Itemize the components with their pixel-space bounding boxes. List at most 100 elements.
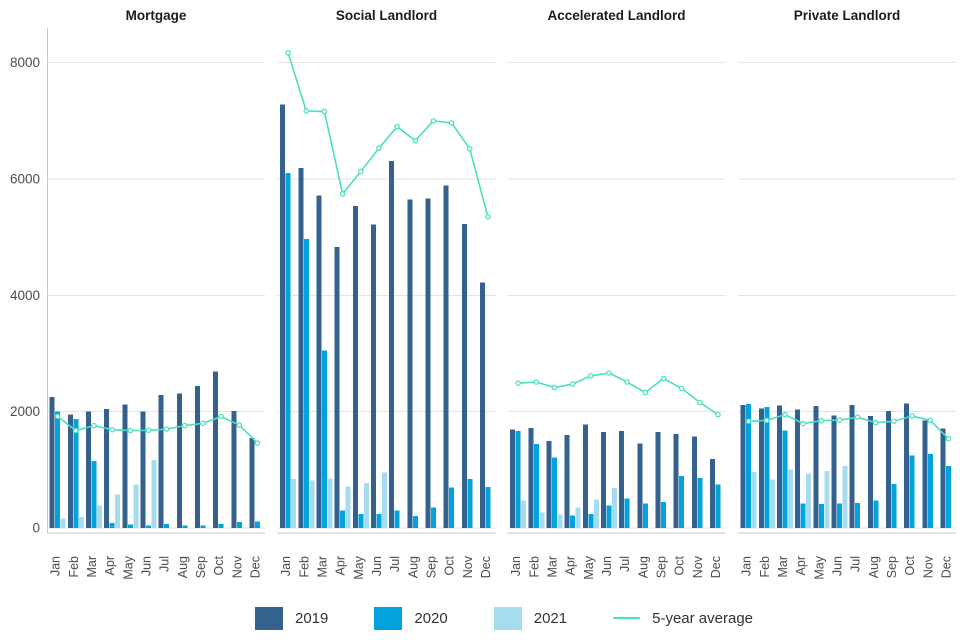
- bar-2021-jan: [291, 478, 297, 528]
- x-tick-label-apr: Apr: [334, 556, 348, 575]
- bar-2019-apr: [564, 434, 570, 528]
- bar-2020-feb: [764, 407, 770, 528]
- bar-2020-apr: [340, 510, 346, 528]
- x-tick-label-dec: Dec: [709, 556, 723, 578]
- five-year-average-line: [747, 413, 950, 440]
- bar-2020-may: [358, 514, 364, 528]
- bar-2019-jul: [849, 404, 855, 528]
- five-year-average-marker-mar: [321, 108, 328, 115]
- bar-2019-nov: [231, 411, 237, 528]
- bar-2021-jan: [521, 500, 527, 528]
- legend-item-2019: 2019: [254, 606, 328, 630]
- bar-2020-mar: [551, 457, 557, 528]
- five-year-average-marker-dec: [485, 214, 491, 220]
- bar-2020-jun: [376, 513, 382, 528]
- bar-2019-aug: [407, 199, 413, 528]
- bar-2021-may: [363, 482, 369, 528]
- bar-2020-nov: [236, 521, 242, 528]
- bar-2021-jan: [751, 471, 757, 528]
- x-tick-label-may: May: [352, 555, 366, 579]
- bar-2020-jun: [145, 525, 151, 528]
- bar-2019-mar: [546, 440, 552, 528]
- bar-2021-jun: [151, 459, 157, 528]
- x-tick-label-mar: Mar: [776, 556, 790, 578]
- five-year-average-marker-apr: [800, 420, 806, 427]
- x-tick-label-jul: Jul: [618, 556, 632, 572]
- bar-2021-feb: [309, 480, 315, 528]
- x-tick-label-jul: Jul: [849, 556, 863, 572]
- x-tick-label-may: May: [812, 555, 826, 579]
- five-year-average-marker-jun: [606, 370, 612, 376]
- x-tick-label-nov: Nov: [230, 555, 244, 578]
- bar-2020-apr: [800, 503, 806, 528]
- x-tick-label-sep: Sep: [654, 556, 668, 578]
- bar-2019-nov: [691, 436, 697, 528]
- bar-2020-sep: [430, 507, 436, 528]
- bar-2019-apr: [795, 409, 801, 528]
- bar-2020-aug: [412, 516, 418, 528]
- bar-2020-aug: [642, 503, 648, 528]
- bar-2020-dec: [715, 484, 721, 528]
- x-tick-label-aug: Aug: [406, 556, 420, 578]
- bar-2020-mar: [782, 430, 788, 528]
- bar-2019-apr: [334, 247, 340, 528]
- five-year-average-marker-sep: [200, 420, 206, 427]
- bar-2020-jun: [836, 503, 842, 528]
- bar-2020-nov: [697, 477, 703, 528]
- bar-2019-jan: [49, 397, 55, 528]
- legend: 2019 2020 2021 5-year average: [0, 600, 960, 636]
- bar-2021-feb: [539, 512, 545, 528]
- bar-2019-may: [813, 406, 819, 528]
- x-tick-label-jan: Jan: [509, 556, 523, 576]
- bar-2020-oct: [909, 455, 915, 528]
- bar-2019-jun: [370, 224, 376, 528]
- bar-2020-may: [818, 503, 824, 528]
- bar-2019-feb: [758, 408, 764, 528]
- bar-2020-jan: [285, 172, 291, 528]
- bar-2019-apr: [104, 408, 110, 528]
- bar-2020-jan: [515, 430, 521, 528]
- bar-2019-oct: [904, 403, 910, 528]
- five-year-average-line: [56, 415, 259, 444]
- bar-2020-jul: [394, 510, 400, 528]
- x-tick-label-jan: Jan: [49, 556, 63, 576]
- bar-2020-jan: [55, 411, 61, 528]
- bar-2021-feb: [769, 479, 775, 528]
- five-year-average-marker-may: [818, 417, 825, 424]
- five-year-average-marker-aug: [642, 389, 649, 396]
- bar-2019-aug: [176, 393, 182, 528]
- bar-2019-mar: [776, 405, 782, 528]
- x-tick-label-aug: Aug: [176, 556, 190, 578]
- bar-2021-jun: [842, 466, 848, 528]
- bar-2021-feb: [78, 516, 84, 528]
- x-tick-label-jul: Jul: [388, 556, 402, 572]
- bar-2019-sep: [885, 411, 891, 528]
- bar-2020-apr: [109, 522, 115, 528]
- bar-2021-may: [824, 471, 830, 528]
- y-tick-label: 8000: [10, 55, 40, 70]
- x-tick-label-dec: Dec: [939, 556, 953, 578]
- y-tick-label: 4000: [10, 288, 40, 303]
- bar-2021-apr: [345, 486, 351, 528]
- x-tick-label-may: May: [582, 555, 596, 579]
- y-tick-label: 0: [32, 521, 40, 536]
- bar-2019-jul: [619, 430, 625, 528]
- bar-2020-jul: [624, 498, 630, 528]
- bar-2019-dec: [249, 437, 255, 528]
- bar-2020-oct: [218, 523, 224, 528]
- bar-2019-jul: [389, 160, 395, 528]
- bar-2020-dec: [485, 486, 491, 528]
- five-year-average-marker-dec: [715, 411, 721, 418]
- x-tick-label-aug: Aug: [867, 556, 881, 578]
- bar-2020-aug: [182, 525, 188, 528]
- legend-item-5-year-average: 5-year average: [613, 611, 753, 626]
- bar-2021-may: [593, 499, 599, 528]
- panel-title: Accelerated Landlord: [547, 8, 685, 23]
- bar-2019-dec: [709, 458, 715, 528]
- x-tick-label-oct: Oct: [903, 555, 917, 575]
- bar-2020-mar: [91, 460, 97, 528]
- x-tick-label-nov: Nov: [691, 555, 705, 578]
- x-tick-label-sep: Sep: [885, 556, 899, 578]
